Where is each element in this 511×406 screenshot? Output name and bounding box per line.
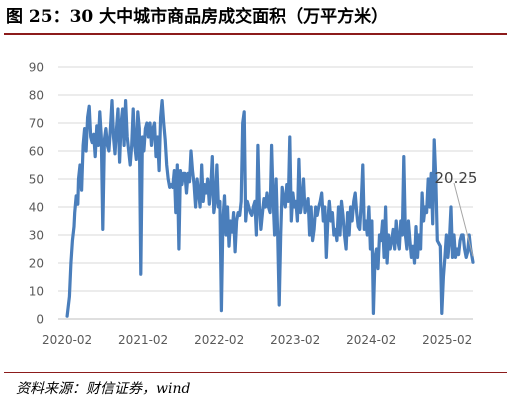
y-tick-label: 20 — [29, 257, 44, 271]
y-tick-label: 60 — [29, 145, 44, 159]
y-tick-label: 90 — [29, 61, 44, 75]
x-tick-label: 2023-02 — [270, 333, 320, 347]
x-tick-label: 2020-02 — [42, 333, 92, 347]
y-tick-label: 30 — [29, 229, 44, 243]
footer-divider — [4, 372, 507, 373]
annotation-leader — [453, 182, 474, 257]
x-axis-ticks: 2020-02 2021-02 2022-02 2023-02 2024-02 2025-… — [42, 333, 472, 347]
y-tick-label: 70 — [29, 117, 44, 131]
annotation-label: 20.25 — [435, 169, 478, 187]
y-tick-label: 80 — [29, 89, 44, 103]
line-chart: 0 10 20 30 40 50 60 70 80 90 2020-02 2021-02 2022-0… — [29, 61, 478, 348]
value-annotation: 20.25 — [435, 169, 478, 257]
y-axis-ticks: 0 10 20 30 40 50 60 70 80 90 — [29, 61, 44, 327]
title-divider — [4, 33, 507, 35]
x-tick-label: 2025-02 — [422, 333, 472, 347]
y-tick-label: 0 — [36, 313, 44, 327]
y-tick-label: 10 — [29, 285, 44, 299]
source-note: 资料来源：财信证券，wind — [16, 381, 191, 397]
series-line — [65, 99, 475, 318]
y-tick-label: 40 — [29, 201, 44, 215]
x-tick-label: 2022-02 — [194, 333, 244, 347]
figure-title: 图 25：30 大中城市商品房成交面积（万平方米） — [6, 7, 389, 27]
x-tick-label: 2024-02 — [346, 333, 396, 347]
y-tick-label: 50 — [29, 173, 44, 187]
x-tick-label: 2021-02 — [118, 333, 168, 347]
